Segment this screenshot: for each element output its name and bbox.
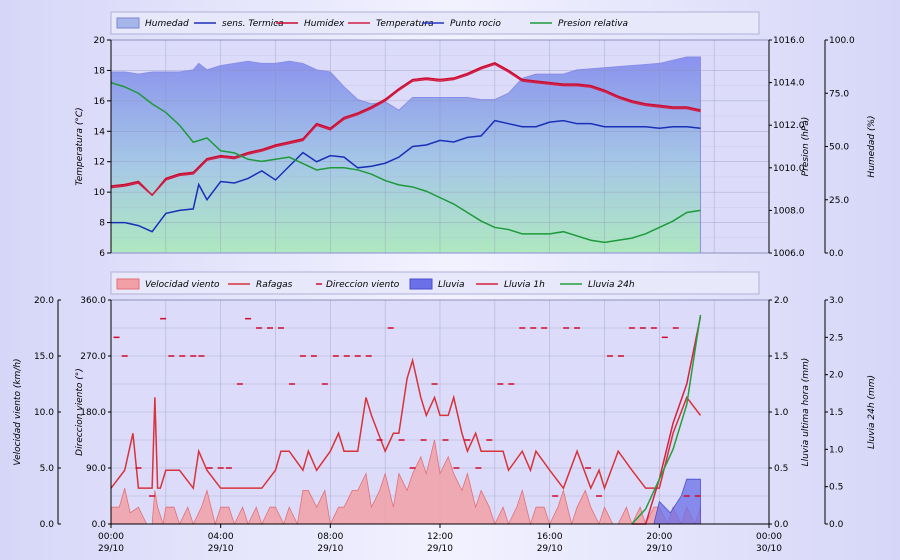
tick-label-rain-24h: 0.5 <box>829 483 843 493</box>
axis-label-rain-hour: Lluvia ultima hora (mm) <box>801 358 811 467</box>
x-tick-time: 20:00 <box>646 532 672 542</box>
axis-label-rain-24h: Lluvia 24h (mm) <box>867 375 877 449</box>
x-tick-date: 29/10 <box>317 544 343 554</box>
legend-label: Velocidad viento <box>145 280 220 290</box>
tick-label-temperature: 10 <box>94 188 106 198</box>
tick-label-direction: 180.0 <box>80 408 106 418</box>
tick-label-temperature: 16 <box>94 97 106 107</box>
tick-label-rain-24h: 1.0 <box>829 445 844 455</box>
x-tick-time: 08:00 <box>317 532 343 542</box>
x-tick-date: 29/10 <box>537 544 563 554</box>
x-tick-time: 16:00 <box>537 532 563 542</box>
tick-label-rain-24h: 1.5 <box>829 408 843 418</box>
tick-label-rain-24h: 0.0 <box>829 520 844 530</box>
tick-label-direction: 90.0 <box>86 464 106 474</box>
legend-label: sens. Termica <box>222 19 284 29</box>
tick-label-velocity: 15.0 <box>34 352 54 362</box>
tick-label-velocity: 20.0 <box>34 296 54 306</box>
series-rafagas-line <box>110 357 702 491</box>
tick-label-velocity: 0.0 <box>40 520 55 530</box>
tick-label-velocity: 5.0 <box>40 464 55 474</box>
tick-label-temperature: 14 <box>94 127 106 137</box>
legend-swatch-lluvia <box>409 278 433 290</box>
tick-label-pressure: 1012.0 <box>773 121 805 131</box>
tick-label-pressure: 1014.0 <box>773 79 805 89</box>
tick-label-humidity: 100.0 <box>829 36 855 46</box>
tick-label-pressure: 1008.0 <box>773 206 805 216</box>
axis-label-temperature: Temperatura (°C) <box>75 107 85 185</box>
tick-label-rain-hour: 0.5 <box>774 464 788 474</box>
tick-label-pressure: 1016.0 <box>773 36 805 46</box>
x-tick-date: 29/10 <box>427 544 453 554</box>
tick-label-rain-24h: 2.0 <box>829 371 844 381</box>
tick-label-humidity: 0.0 <box>829 249 844 259</box>
legend-bottom-box <box>110 271 760 295</box>
series-lluvia-area <box>653 478 701 525</box>
legend-label: Presion relativa <box>558 19 628 29</box>
x-tick-date: 30/10 <box>756 544 782 554</box>
tick-label-temperature: 20 <box>94 36 106 46</box>
tick-label-rain-hour: 1.0 <box>774 408 789 418</box>
legend-label: Humidex <box>304 19 345 29</box>
tick-label-humidity: 25.0 <box>829 196 849 206</box>
tick-label-temperature: 6 <box>99 249 105 259</box>
tick-label-rain-hour: 2.0 <box>774 296 789 306</box>
tick-label-temperature: 8 <box>99 219 105 229</box>
legend-label: Humedad <box>145 19 189 29</box>
tick-label-rain-hour: 1.5 <box>774 352 788 362</box>
tick-label-pressure: 1006.0 <box>773 249 805 259</box>
series-presion-relativa-line <box>110 81 701 244</box>
tick-label-rain-hour: 0.0 <box>774 520 789 530</box>
tick-label-direction: 270.0 <box>80 352 106 362</box>
series-humidex-line <box>110 62 701 197</box>
legend-label: Direccion viento <box>326 280 400 290</box>
x-tick-time: 00:00 <box>756 532 782 542</box>
legend-label: Punto rocio <box>450 19 501 29</box>
axis-label-pressure: Presion (hPa) <box>801 117 811 177</box>
legend-swatch-humedad <box>116 17 140 29</box>
series-lluvia-24h-line <box>631 314 702 525</box>
legend-label: Lluvia 24h <box>588 280 635 290</box>
tick-label-humidity: 50.0 <box>829 143 849 153</box>
x-tick-time: 12:00 <box>427 532 453 542</box>
x-tick-date: 29/10 <box>208 544 234 554</box>
tick-label-temperature: 12 <box>94 158 105 168</box>
axis-label-velocity: Velocidad viento (km/h) <box>13 358 23 465</box>
series-temperatura-line <box>110 63 701 197</box>
tick-label-velocity: 10.0 <box>34 408 54 418</box>
x-tick-time: 00:00 <box>98 532 124 542</box>
tick-label-humidity: 75.0 <box>829 89 849 99</box>
x-tick-date: 29/10 <box>98 544 124 554</box>
tick-label-temperature: 18 <box>94 66 106 76</box>
axis-label-direction: Direccion viento (°) <box>75 368 85 456</box>
tick-label-pressure: 1010.0 <box>773 164 805 174</box>
legend-swatch-velocidad <box>116 278 140 290</box>
series-velocidad-viento-area <box>110 439 701 526</box>
tick-label-rain-24h: 3.0 <box>829 296 844 306</box>
x-tick-date: 29/10 <box>646 544 672 554</box>
tick-label-direction: 0.0 <box>92 520 107 530</box>
series-sens-termica-line <box>111 119 701 233</box>
legend-label: Lluvia 1h <box>504 280 545 290</box>
tick-label-direction: 360.0 <box>80 296 106 306</box>
axis-label-humidity: Humedad (%) <box>867 115 877 177</box>
tick-label-rain-24h: 2.5 <box>829 333 843 343</box>
legend-label: Temperatura <box>376 19 434 29</box>
legend-label: Lluvia <box>438 280 465 290</box>
legend-label: Rafagas <box>256 280 293 290</box>
x-tick-time: 04:00 <box>208 532 234 542</box>
